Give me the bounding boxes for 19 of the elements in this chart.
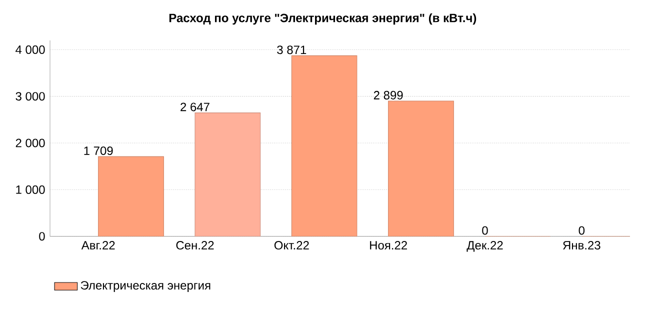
data-label: 3 871 — [277, 46, 306, 54]
y-tick-label: 1 000 — [16, 185, 45, 194]
x-tick-label: Авг.22 — [81, 241, 115, 250]
x-tick-label: Янв.23 — [563, 241, 600, 250]
x-tick-label: Сен.22 — [176, 241, 214, 250]
data-label: 0 — [578, 226, 585, 235]
data-label: 2 647 — [180, 102, 210, 112]
x-tick-label: Окт.22 — [274, 241, 309, 250]
legend-label: Электрическая энергия — [80, 281, 210, 292]
data-label: 1 709 — [84, 146, 113, 155]
y-tick-label: 2 000 — [16, 138, 45, 148]
y-tick-label: 0 — [39, 232, 45, 241]
y-tick-label: 4 000 — [16, 45, 45, 54]
data-label: 0 — [482, 226, 488, 235]
y-tick-label: 3 000 — [16, 92, 45, 101]
chart-title: Расход по услуге "Электрическая энергия" (в кВт.ч) — [169, 13, 476, 25]
x-tick-label: Дек.22 — [466, 241, 503, 252]
x-tick-label: Ноя.22 — [370, 241, 407, 250]
data-label: 2 899 — [374, 90, 403, 100]
